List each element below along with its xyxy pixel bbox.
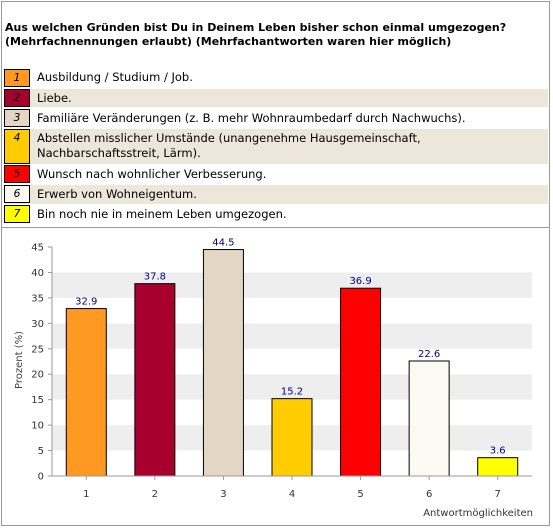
grid-band	[52, 247, 532, 273]
legend-item-7: 7 Bin noch nie in meinem Leben umgezogen…	[4, 205, 548, 225]
y-tick-label: 25	[31, 344, 44, 355]
x-tick-label: 6	[426, 489, 432, 500]
legend-item-3: 3 Familiäre Veränderungen (z. B. mehr Wo…	[4, 108, 548, 128]
legend-label-5: Wunsch nach wohnlicher Verbesserung.	[37, 167, 267, 181]
grid-band	[52, 323, 532, 349]
y-tick-label: 45	[31, 243, 44, 254]
y-axis: 0 5 10 15 20 25 30 35 40 45	[31, 243, 53, 483]
legend-item-5: 5 Wunsch nach wohnlicher Verbesserung.	[4, 165, 548, 184]
bar-7	[477, 457, 519, 477]
legend-swatch-3: 3	[4, 109, 30, 127]
y-tick-label: 10	[31, 421, 44, 432]
x-tick-label: 1	[83, 489, 89, 500]
x-tick-label: 3	[220, 489, 226, 500]
legend-swatch-6: 6	[4, 185, 30, 203]
y-tick-label: 20	[31, 370, 44, 381]
bar-value-label: 22.6	[418, 349, 440, 360]
legend-label-4-line-2: Nachbarschaftsstreit, Lärm).	[37, 146, 201, 160]
y-tick-label: 35	[31, 293, 44, 304]
legend-label-4-line-1: Abstellen misslicher Umstände (unangeneh…	[37, 131, 421, 145]
grid-band	[52, 272, 532, 298]
legend-label-1: Ausbildung / Studium / Job.	[37, 70, 193, 84]
x-tick-label: 4	[289, 489, 295, 500]
y-tick-label: 5	[38, 446, 44, 457]
bar-2	[134, 283, 176, 477]
legend-item-2: 2 Liebe.	[4, 89, 548, 107]
legend-label-2: Liebe.	[37, 91, 72, 105]
legend-item-4: 4 Abstellen misslicher Umstände (unangen…	[4, 129, 548, 164]
legend-swatch-1: 1	[4, 69, 30, 87]
legend-label-7: Bin noch nie in meinem Leben umgezogen.	[37, 207, 287, 221]
grid-band	[52, 374, 532, 400]
bar-value-label: 3.6	[490, 446, 506, 457]
legend-swatch-5: 5	[4, 165, 30, 183]
y-tick-label: 0	[38, 472, 44, 483]
y-tick-label: 40	[31, 268, 44, 279]
x-axis-label: Antwortmöglichkeiten	[423, 508, 533, 519]
question-line-2: (Mehrfachnennungen erlaubt) (Mehrfachant…	[5, 35, 452, 48]
bar-1	[65, 308, 107, 477]
grid-band	[52, 348, 532, 375]
x-tick-label: 7	[495, 489, 501, 500]
bar-3	[202, 249, 244, 477]
legend-swatch-7: 7	[4, 205, 30, 223]
bar-value-label: 15.2	[281, 387, 303, 398]
question-title: Aus welchen Gründen bist Du in Deinem Le…	[5, 21, 545, 49]
legend-swatch-4: 4	[4, 129, 30, 164]
y-axis-label: Prozent (%)	[14, 331, 25, 389]
bars: 32.9 37.8 44.5 15.2 36.9 22.6 3.6	[65, 238, 519, 477]
bar-value-label: 32.9	[75, 297, 97, 308]
legend-item-1: 1 Ausbildung / Studium / Job.	[4, 68, 548, 88]
legend-swatch-2: 2	[4, 89, 30, 107]
legend-label-4: Abstellen misslicher Umstände (unangeneh…	[37, 131, 421, 161]
bar-value-label: 36.9	[349, 276, 371, 287]
y-tick-label: 30	[31, 319, 44, 330]
y-tick-label: 15	[31, 395, 44, 406]
grid-band	[52, 297, 532, 324]
bar-6	[408, 360, 450, 477]
bar-5	[340, 287, 382, 477]
legend-item-6: 6 Erwerb von Wohneigentum.	[4, 185, 548, 204]
bar-4	[271, 398, 313, 477]
legend-label-6: Erwerb von Wohneigentum.	[37, 187, 197, 201]
bar-value-label: 37.8	[144, 272, 166, 283]
x-tick-label: 5	[357, 489, 363, 500]
section-divider	[1, 227, 550, 228]
bar-value-label: 44.5	[212, 238, 234, 249]
x-axis: 1 2 3 4 5 6 7	[52, 475, 532, 500]
legend-label-3: Familiäre Veränderungen (z. B. mehr Wohn…	[37, 111, 466, 125]
question-line-1: Aus welchen Gründen bist Du in Deinem Le…	[5, 21, 507, 34]
x-tick-label: 2	[152, 489, 158, 500]
